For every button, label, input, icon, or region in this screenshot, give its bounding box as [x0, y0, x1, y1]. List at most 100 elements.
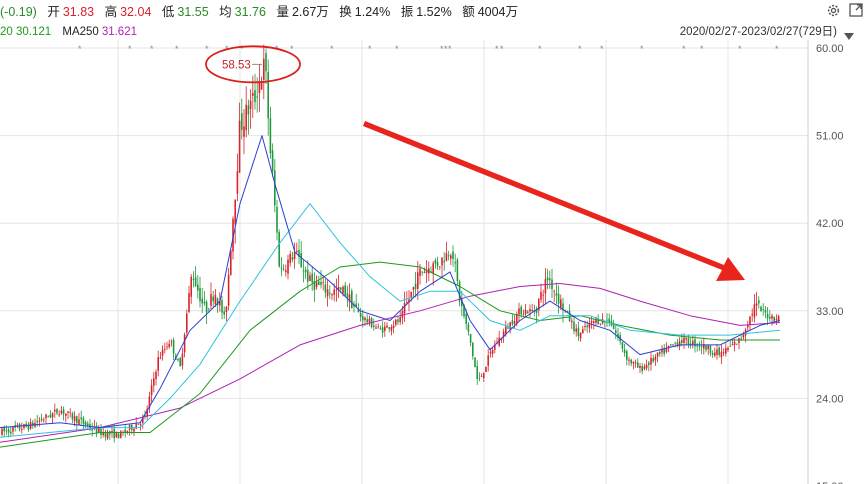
- grid-lines: [0, 40, 808, 484]
- candle: [84, 420, 87, 429]
- candle: [12, 426, 14, 436]
- candle: [546, 268, 549, 290]
- candle: [128, 423, 131, 436]
- high-value: 32.04: [120, 5, 152, 19]
- event-marker: *: [495, 44, 499, 54]
- candle: [274, 158, 276, 213]
- event-marker: *: [444, 44, 448, 54]
- candle: [194, 266, 197, 287]
- candle: [230, 249, 232, 276]
- candle: [311, 266, 313, 291]
- candle: [775, 314, 778, 326]
- candle: [434, 258, 437, 269]
- candle: [384, 321, 386, 337]
- change-value: (-0.19): [0, 5, 37, 19]
- candle: [216, 297, 219, 313]
- candle: [718, 346, 720, 358]
- candle: [181, 347, 184, 370]
- candle: [7, 426, 10, 438]
- annotations: 58.53: [205, 45, 745, 281]
- candle: [34, 418, 36, 429]
- candle: [447, 250, 450, 261]
- downtrend-arrow: [363, 121, 745, 281]
- candle: [27, 421, 30, 432]
- candle: [450, 253, 452, 265]
- candle: [476, 360, 478, 385]
- y-axis: 60.00 51.00 42.00 33.00 24.00 15.00: [807, 40, 844, 484]
- candle: [617, 327, 619, 341]
- event-marker: *: [500, 44, 504, 54]
- candle: [412, 286, 415, 297]
- candle: [483, 372, 485, 383]
- candle: [386, 322, 388, 328]
- candle: [221, 295, 223, 320]
- candle: [597, 314, 599, 325]
- candle: [747, 320, 749, 332]
- candle: [553, 289, 555, 303]
- event-marker: *: [175, 44, 179, 54]
- avg-label: 均: [219, 5, 232, 19]
- candle: [630, 358, 632, 367]
- candle: [238, 102, 241, 173]
- ma-cyan-line: [0, 203, 781, 438]
- candle: [293, 242, 296, 269]
- candle: [511, 313, 514, 327]
- candle: [43, 417, 45, 423]
- candle: [375, 323, 377, 329]
- candle: [159, 352, 162, 360]
- candle: [577, 321, 580, 342]
- candle: [214, 289, 217, 307]
- candle: [82, 416, 85, 429]
- candle: [707, 345, 709, 356]
- candle: [249, 89, 252, 129]
- open-value: 31.83: [62, 5, 95, 19]
- candle: [667, 345, 670, 353]
- candle: [71, 411, 74, 424]
- volume-value: 2.67万: [291, 5, 329, 19]
- candle: [313, 272, 316, 302]
- amplitude-label: 振: [400, 5, 414, 19]
- candle: [368, 315, 371, 327]
- candle: [329, 285, 331, 300]
- candle: [582, 325, 584, 334]
- event-marker: *: [640, 44, 644, 54]
- candle: [78, 412, 80, 426]
- toolbar-icons: [826, 3, 863, 23]
- candle: [287, 254, 289, 280]
- candle: [146, 405, 148, 420]
- ma250-label: MA250: [62, 26, 99, 38]
- candle: [280, 256, 283, 277]
- candle: [406, 291, 408, 305]
- gear-icon[interactable]: [826, 3, 841, 23]
- y-tick-label: 24.00: [816, 393, 844, 405]
- expand-icon[interactable]: [849, 3, 863, 23]
- candle: [454, 253, 456, 273]
- candle: [549, 270, 551, 289]
- candle: [318, 275, 320, 286]
- amount-value: 4004万: [477, 5, 519, 19]
- dropdown-triangle-icon[interactable]: [844, 28, 854, 46]
- candle: [751, 308, 753, 322]
- candle: [302, 260, 305, 283]
- open-label: 开: [47, 5, 60, 19]
- candle: [265, 48, 267, 85]
- candle: [150, 379, 153, 403]
- event-marker: *: [240, 44, 244, 54]
- candle: [373, 318, 375, 331]
- ma250-value: 31.621: [101, 26, 137, 38]
- candle: [18, 422, 21, 432]
- candle: [474, 356, 476, 368]
- candle: [725, 342, 727, 357]
- candle: [562, 297, 564, 323]
- candle: [10, 426, 12, 437]
- candle: [395, 318, 397, 327]
- event-marker: *: [205, 44, 209, 54]
- candle: [227, 268, 230, 311]
- candle: [494, 340, 496, 354]
- candle: [670, 344, 672, 347]
- candle: [643, 363, 646, 371]
- candle: [296, 242, 298, 254]
- candle: [307, 260, 309, 290]
- candle: [551, 268, 553, 299]
